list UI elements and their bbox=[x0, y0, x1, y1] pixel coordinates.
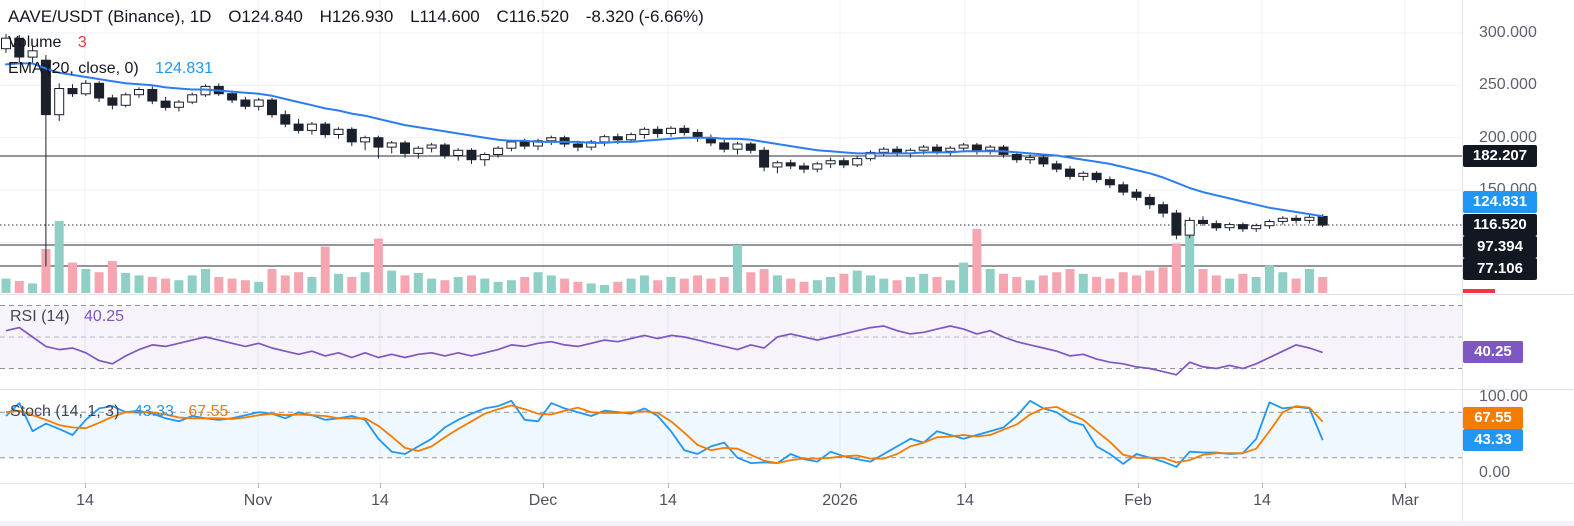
time-axis-label: 14 bbox=[659, 492, 677, 509]
volume-legend-row[interactable]: Volume 3 bbox=[8, 30, 704, 56]
rsi-band bbox=[0, 305, 1462, 369]
time-axis-label: 2026 bbox=[822, 492, 858, 509]
time-axis-tick bbox=[965, 483, 966, 488]
time-axis-label: Feb bbox=[1124, 492, 1152, 509]
rsi-label: RSI (14) bbox=[10, 308, 70, 325]
symbol-legend-row[interactable]: AAVE/USDT (Binance), 1D O124.840 H126.93… bbox=[8, 4, 704, 30]
stoch-k-value: 43.33 bbox=[133, 403, 174, 420]
time-axis-tick bbox=[840, 483, 841, 488]
rsi-legend-row[interactable]: RSI (14) 40.25 bbox=[10, 308, 124, 326]
time-axis-separator bbox=[0, 483, 1574, 484]
vertical-gridlines bbox=[84, 0, 1406, 483]
rsi-line bbox=[5, 325, 1323, 376]
time-axis-tick bbox=[1262, 483, 1263, 488]
stoch-label: Stoch (14, 1, 3) bbox=[10, 403, 120, 420]
candlesticks bbox=[1, 34, 1328, 267]
price-scale-separator bbox=[1462, 0, 1463, 526]
stoch-tick-label: 0.00 bbox=[1479, 464, 1511, 481]
stoch-d-value: 67.55 bbox=[188, 403, 229, 420]
volume-axis-marker bbox=[1463, 289, 1495, 293]
stoch-value-badge: 67.55 bbox=[1463, 407, 1523, 429]
time-axis-label: Nov bbox=[243, 492, 273, 509]
time-axis-tick bbox=[1138, 483, 1139, 488]
symbol-title[interactable]: AAVE/USDT (Binance), 1D bbox=[8, 7, 212, 26]
stoch-tick-label: 100.00 bbox=[1479, 388, 1528, 405]
pane-separator-main-rsi[interactable] bbox=[0, 294, 1574, 295]
price-badge: 116.520 bbox=[1463, 214, 1537, 236]
time-axis-tick bbox=[1405, 483, 1406, 488]
volume-value: 3 bbox=[77, 34, 87, 51]
price-badge: 124.831 bbox=[1463, 191, 1537, 213]
time-axis-tick bbox=[668, 483, 669, 488]
stoch-legend-row[interactable]: Stoch (14, 1, 3) 43.33 67.55 bbox=[10, 403, 228, 421]
price-badge: 97.394 bbox=[1463, 236, 1537, 258]
time-axis-label: 14 bbox=[1253, 492, 1271, 509]
time-axis-tick bbox=[85, 483, 86, 488]
price-badge: 182.207 bbox=[1463, 145, 1537, 167]
ohlc-close: C116.520 bbox=[496, 7, 569, 26]
legend: AAVE/USDT (Binance), 1D O124.840 H126.93… bbox=[8, 4, 704, 82]
time-axis-label: Mar bbox=[1391, 492, 1419, 509]
price-badge: 77.106 bbox=[1463, 258, 1537, 280]
ema-label: EMA (20, close, 0) bbox=[8, 60, 139, 77]
time-axis-tick bbox=[380, 483, 381, 488]
ema-legend-row[interactable]: EMA (20, close, 0) 124.831 bbox=[8, 56, 704, 82]
time-axis-label: Dec bbox=[528, 492, 558, 509]
volume-bars bbox=[1, 221, 1328, 293]
pane-separator-rsi-stoch[interactable] bbox=[0, 389, 1574, 390]
ohlc-open: O124.840 bbox=[228, 7, 303, 26]
bottom-strip bbox=[0, 521, 1574, 526]
ohlc-low: L114.600 bbox=[410, 7, 480, 26]
ohlc-change: -8.320 (-6.66%) bbox=[585, 7, 704, 26]
ema-line bbox=[5, 62, 1324, 218]
time-axis-tick bbox=[258, 483, 259, 488]
time-axis-label: 14 bbox=[371, 492, 389, 509]
price-tick-label: 250.000 bbox=[1479, 76, 1537, 93]
price-tick-label: 200.000 bbox=[1479, 129, 1537, 146]
rsi-value-badge: 40.25 bbox=[1463, 341, 1523, 363]
volume-label: Volume bbox=[8, 34, 62, 51]
stoch-value-badge: 43.33 bbox=[1463, 429, 1523, 451]
ema-value: 124.831 bbox=[155, 60, 214, 77]
ohlc-high: H126.930 bbox=[319, 7, 394, 26]
stoch-d-line bbox=[5, 404, 1324, 465]
time-axis-label: 14 bbox=[76, 492, 94, 509]
price-level-lines bbox=[0, 155, 1462, 267]
rsi-value: 40.25 bbox=[84, 308, 125, 325]
price-tick-label: 300.000 bbox=[1479, 24, 1537, 41]
time-axis-tick bbox=[543, 483, 544, 488]
time-axis-label: 14 bbox=[956, 492, 974, 509]
